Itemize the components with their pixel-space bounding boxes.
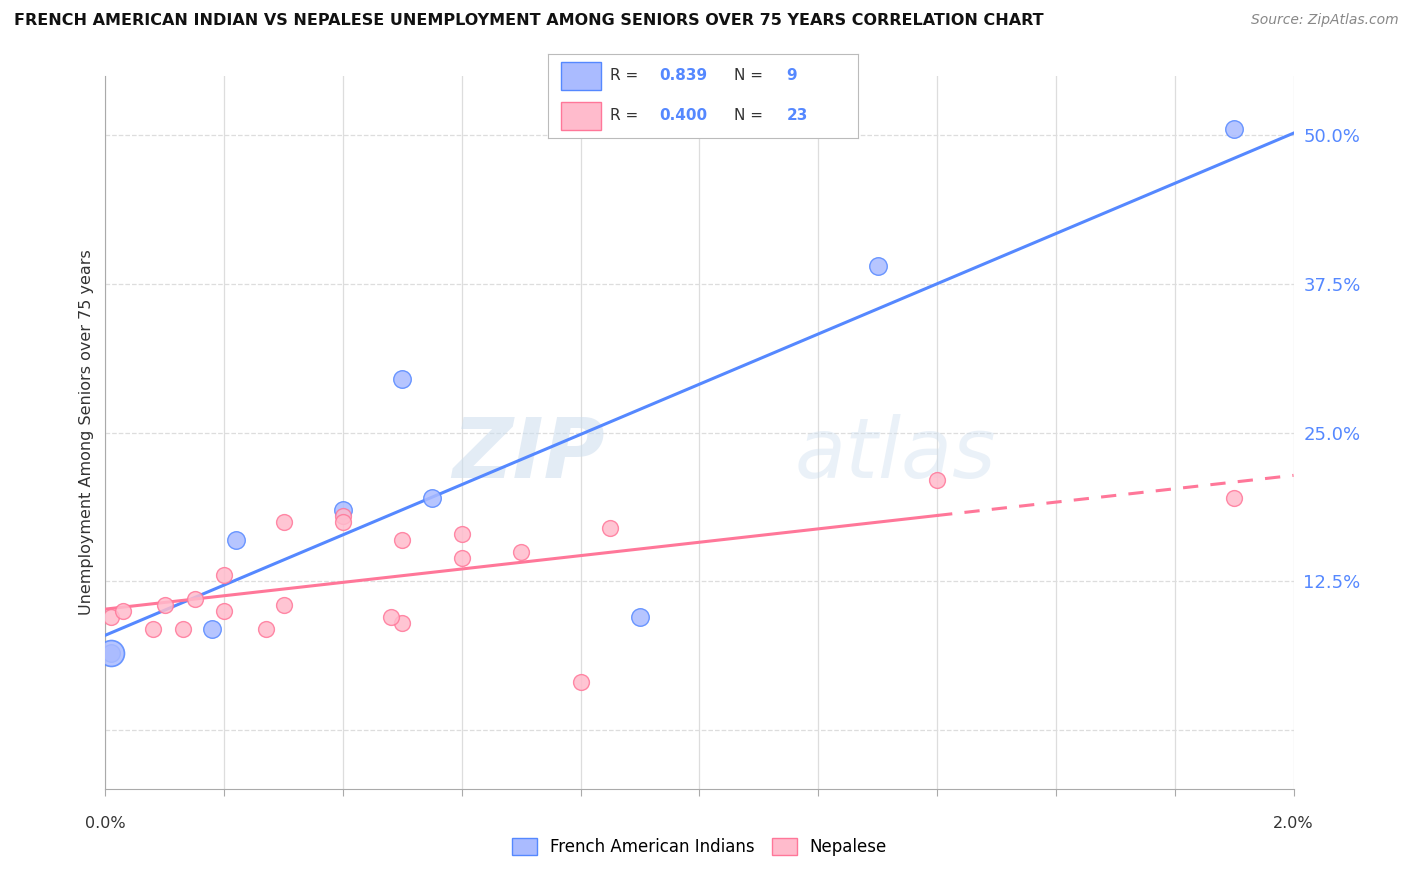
Text: 0.0%: 0.0%	[86, 816, 125, 831]
Point	[201, 622, 224, 636]
Point	[866, 259, 889, 273]
Text: 9: 9	[786, 68, 797, 83]
Point	[450, 526, 472, 541]
Point	[510, 544, 533, 558]
Text: N =: N =	[734, 108, 768, 123]
Legend: French American Indians, Nepalese: French American Indians, Nepalese	[505, 831, 894, 863]
Point	[450, 550, 472, 565]
Text: Source: ZipAtlas.com: Source: ZipAtlas.com	[1251, 13, 1399, 28]
Point	[214, 568, 236, 582]
Text: atlas: atlas	[794, 414, 997, 494]
Point	[569, 675, 592, 690]
Point	[420, 491, 443, 505]
Point	[100, 646, 122, 660]
Text: ZIP: ZIP	[451, 414, 605, 494]
Point	[628, 610, 651, 624]
Point	[599, 521, 621, 535]
Y-axis label: Unemployment Among Seniors over 75 years: Unemployment Among Seniors over 75 years	[79, 250, 94, 615]
Text: 23: 23	[786, 108, 808, 123]
Point	[332, 503, 354, 517]
Point	[391, 533, 413, 547]
Point	[380, 610, 402, 624]
Point	[214, 604, 236, 618]
Point	[332, 508, 354, 523]
Bar	[561, 102, 600, 130]
Bar	[561, 62, 600, 90]
Point	[142, 622, 165, 636]
Point	[254, 622, 277, 636]
Point	[112, 604, 135, 618]
Point	[391, 372, 413, 386]
Point	[153, 598, 176, 612]
Text: 2.0%: 2.0%	[1274, 816, 1313, 831]
Point	[172, 622, 194, 636]
Point	[391, 615, 413, 630]
Point	[273, 515, 295, 529]
Point	[225, 533, 247, 547]
Point	[1223, 122, 1246, 136]
Point	[100, 610, 122, 624]
Point	[927, 473, 949, 487]
Text: FRENCH AMERICAN INDIAN VS NEPALESE UNEMPLOYMENT AMONG SENIORS OVER 75 YEARS CORR: FRENCH AMERICAN INDIAN VS NEPALESE UNEMP…	[14, 13, 1043, 29]
Point	[332, 515, 354, 529]
Point	[1223, 491, 1246, 505]
Text: 0.839: 0.839	[659, 68, 707, 83]
Point	[273, 598, 295, 612]
Point	[100, 646, 122, 660]
Text: R =: R =	[610, 108, 644, 123]
Text: R =: R =	[610, 68, 644, 83]
Text: N =: N =	[734, 68, 768, 83]
Text: 0.400: 0.400	[659, 108, 707, 123]
Point	[183, 592, 205, 607]
